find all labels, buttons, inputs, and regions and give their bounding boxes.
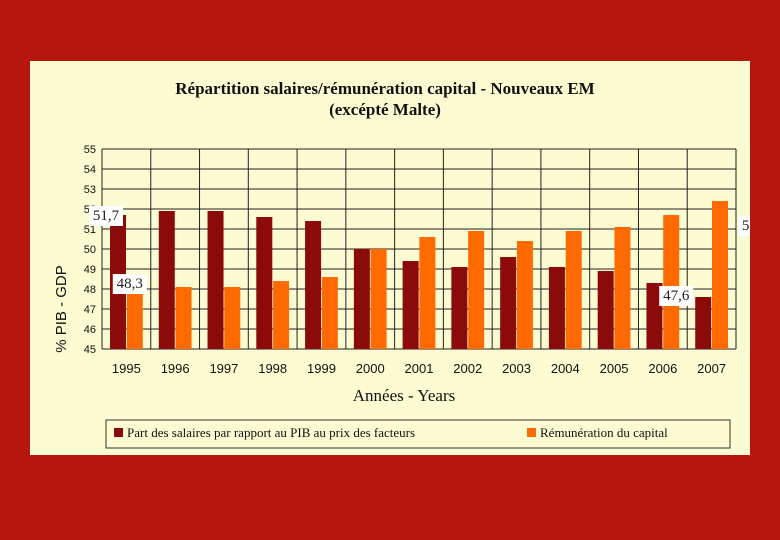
data-label-bg [738, 216, 750, 236]
legend: Part des salaires par rapport au PIB au … [105, 419, 731, 449]
grid-lines [101, 148, 737, 350]
x-tick-label-1995: 1995 [112, 361, 141, 376]
legend-box [105, 419, 731, 449]
x-tick-label-1998: 1998 [258, 361, 287, 376]
y-tick-label: 45 [84, 344, 96, 356]
x-tick-label-2003: 2003 [502, 361, 531, 376]
bar-capital-2005 [614, 227, 631, 349]
bar-capital-2001 [419, 237, 436, 349]
bar-wages-2003 [500, 257, 517, 349]
bar-capital-1996 [175, 287, 192, 349]
bar-capital-2006 [663, 215, 680, 349]
data-label-47-6: 47,6 [663, 288, 690, 304]
bar-capital-2004 [565, 231, 582, 349]
y-tick-label: 53 [84, 184, 96, 196]
bar-wages-1998 [256, 217, 273, 349]
x-tick-label-2005: 2005 [600, 361, 629, 376]
chart-title-line-2: (excépté Malte) [329, 100, 441, 119]
bar-capital-2000 [370, 249, 387, 349]
bar-wages-2006 [646, 283, 663, 349]
bar-capital-1997 [224, 287, 241, 349]
x-axis-title: Années - Years [353, 386, 455, 405]
y-tick-label: 50 [84, 244, 96, 256]
y-tick-label: 51 [84, 224, 96, 236]
y-tick-label: 47 [84, 304, 96, 316]
bars [110, 201, 728, 349]
x-tick-label-2004: 2004 [551, 361, 580, 376]
bar-wages-2004 [548, 267, 565, 349]
y-axis-title: % PIB - GDP [53, 265, 70, 353]
bar-wages-2001 [402, 261, 419, 349]
bar-wages-2007 [695, 297, 712, 349]
chart-panel: Répartition salaires/rémunération capita… [30, 61, 750, 455]
data-label-bg [112, 274, 147, 294]
x-tick-label-2000: 2000 [356, 361, 385, 376]
y-tick-label: 46 [84, 324, 96, 336]
bar-wages-1996 [158, 211, 175, 349]
x-tick-label-2002: 2002 [453, 361, 482, 376]
legend-label-capital: Rémunération du capital [540, 425, 668, 440]
x-tick-label-2006: 2006 [648, 361, 677, 376]
x-tick-label-2007: 2007 [697, 361, 726, 376]
data-labels: 51,7 48,3 47,6 52,4 [89, 206, 750, 306]
bar-wages-2005 [597, 271, 614, 349]
bar-wages-2000 [353, 249, 370, 349]
y-tick-label: 54 [84, 164, 96, 176]
bar-wages-2002 [451, 267, 468, 349]
data-label-bg [89, 206, 123, 226]
x-tick-label-1999: 1999 [307, 361, 336, 376]
y-tick-label: 55 [84, 144, 96, 156]
data-label-52-4: 52,4 [742, 218, 750, 234]
bar-wages-1999 [305, 221, 322, 349]
legend-swatch-capital [527, 428, 536, 437]
x-tick-label-2001: 2001 [405, 361, 434, 376]
bar-capital-2003 [516, 241, 533, 349]
data-label-48-3: 48,3 [117, 276, 143, 292]
y-tick-label: 49 [84, 264, 96, 276]
chart-title-line-1: Répartition salaires/rémunération capita… [175, 79, 594, 98]
y-axis-ticks: 4546474849505152535455 [84, 144, 96, 356]
legend-label-wages: Part des salaires par rapport au PIB au … [127, 425, 415, 440]
legend-swatch-wages [114, 428, 123, 437]
y-tick-label: 48 [84, 284, 96, 296]
data-label-bg [659, 286, 694, 306]
bar-chart: Répartition salaires/rémunération capita… [53, 79, 750, 449]
data-label-51-7: 51,7 [93, 208, 120, 224]
bar-wages-1997 [207, 211, 224, 349]
bar-capital-1999 [321, 277, 338, 349]
x-tick-label-1996: 1996 [161, 361, 190, 376]
bar-capital-1995 [126, 283, 143, 349]
bar-capital-1998 [273, 281, 290, 349]
bar-capital-2002 [468, 231, 485, 349]
x-axis-ticks: 1995 1996 1997 1998 1999 2000 2001 2002 2003 2004… [112, 361, 726, 376]
bar-capital-2007 [712, 201, 728, 349]
x-tick-label-1997: 1997 [209, 361, 238, 376]
